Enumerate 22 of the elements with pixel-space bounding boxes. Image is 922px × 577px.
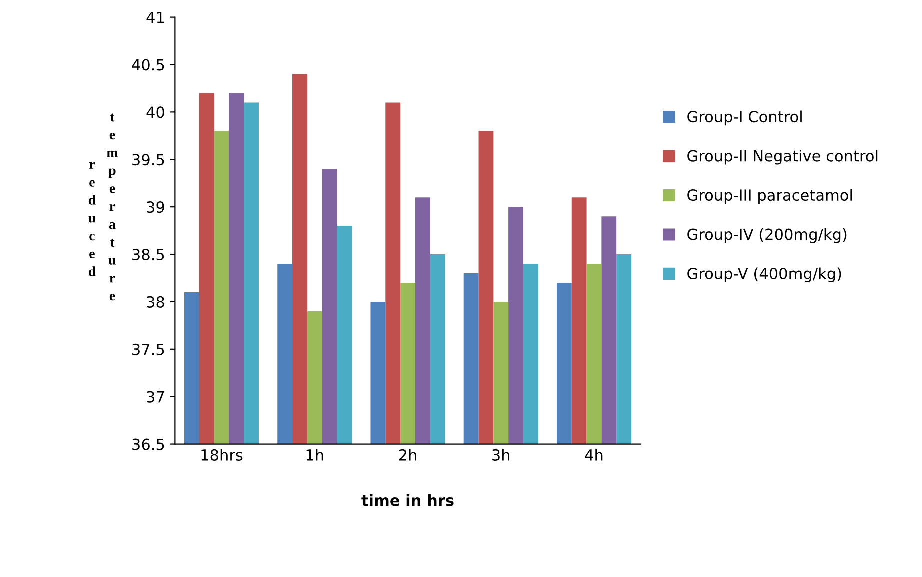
x-tick-label: 2h <box>399 449 416 461</box>
y-tick-label: 36.5 <box>132 438 164 450</box>
y-tick-label: 37 <box>147 391 164 403</box>
y-tick-label: 38 <box>147 296 164 308</box>
y-tick-label: 37.5 <box>132 344 164 356</box>
text: reduced temperature <box>88 114 118 301</box>
legend-label: Group-IV (200mg/kg) <box>688 228 847 244</box>
legend-label: Group-II Negative control <box>688 150 878 165</box>
y-tick-label: 40.5 <box>132 59 164 71</box>
x-tick-label: 1h <box>306 449 324 461</box>
x-axis-title: time in hrs <box>362 494 454 506</box>
legend-label: Group-I Control <box>688 110 802 126</box>
y-tick-label: 39.5 <box>132 154 164 166</box>
y-tick-label: 39 <box>147 202 164 214</box>
y-tick-label: 38.5 <box>132 248 164 261</box>
x-tick-label: 18hrs <box>202 449 243 461</box>
x-tick-label: 3h <box>492 449 510 461</box>
legend-label: Group-III paracetamol <box>688 189 852 204</box>
legend-label: Group-V (400mg/kg) <box>688 268 842 282</box>
x-tick-label: 4h <box>585 449 603 461</box>
y-tick-label: 40 <box>146 106 164 118</box>
y-tick-label: 41 <box>146 12 164 24</box>
